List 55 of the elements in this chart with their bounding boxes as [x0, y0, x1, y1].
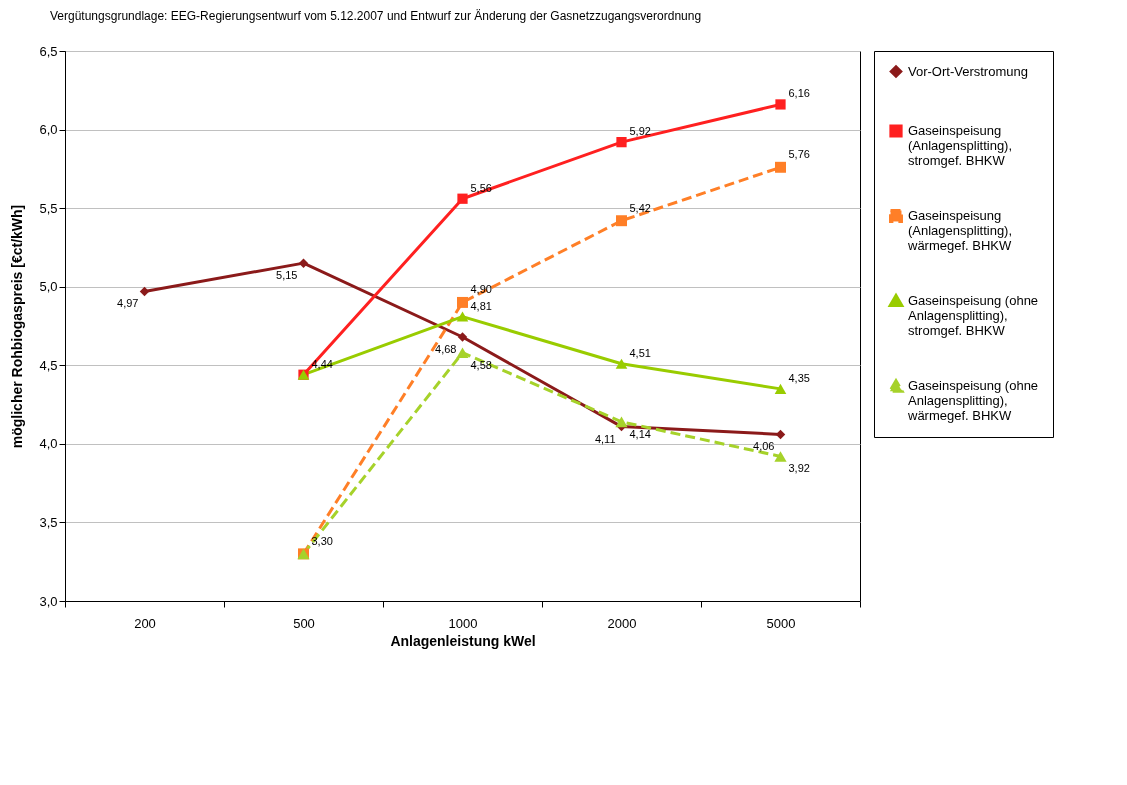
data-label: 3,92 [788, 462, 810, 475]
data-label: 4,14 [629, 427, 651, 440]
point [457, 332, 468, 342]
y-tick-label: 4,0 [39, 436, 58, 452]
point [456, 347, 469, 359]
y-axis-title: möglicher Rohbiogaspreis [€ct/kWh] [9, 204, 26, 449]
point [139, 286, 150, 297]
data-label: 4,06 [753, 440, 775, 453]
legend-label: Vor-Ort-Verstromung [908, 63, 1028, 79]
data-label: 4,35 [788, 371, 810, 384]
point [615, 416, 628, 428]
data-label: 5,42 [629, 201, 651, 214]
y-tick-label: 5,0 [39, 279, 58, 295]
y-tick-label: 6,5 [39, 43, 58, 59]
point [774, 451, 787, 462]
legend-label: Gaseinspeisung (Anlagensplitting), stromgef. BHKW [908, 123, 1013, 168]
point [456, 311, 469, 322]
point [775, 429, 786, 440]
x-tick-label: 200 [134, 615, 156, 631]
point [774, 383, 787, 394]
data-label: 4,97 [117, 297, 139, 310]
y-tick-label: 6,0 [39, 122, 58, 138]
point [616, 215, 627, 227]
data-label: 4,90 [470, 283, 492, 296]
data-label: 5,15 [276, 269, 298, 282]
legend-label: Gaseinspeisung (ohne Anlagensplitting), stromgef. BHKW [908, 292, 1039, 338]
data-label: 4,51 [629, 346, 651, 359]
data-label: 4,11 [594, 432, 616, 445]
legend-label: Gaseinspeisung (ohne Anlagensplitting), wärmegef. BHKW [907, 378, 1039, 423]
x-tick-label: 5000 [766, 615, 796, 631]
data-label: 4,81 [470, 299, 492, 312]
point [457, 296, 468, 308]
data-label: 4,68 [435, 343, 457, 355]
y-tick-label: 3,5 [39, 514, 58, 530]
point [457, 193, 468, 204]
point [775, 161, 786, 173]
x-tick-label: 1000 [448, 615, 478, 631]
point [775, 99, 786, 110]
point [615, 358, 628, 369]
data-label: 5,92 [629, 125, 651, 138]
x-axis-title: Anlagenleistung kWel [390, 632, 536, 649]
x-tick-label: 500 [293, 615, 315, 631]
chart-title: Vergütungsgrundlage: EEG-Regierungsentwurf vom 5.12.2007 und Entwurf zur Änderung der Gasnetzzugangsverordnung [50, 9, 702, 23]
y-tick-label: 4,5 [39, 357, 58, 373]
data-label: 5,56 [470, 181, 492, 194]
point [616, 137, 627, 148]
point [298, 258, 309, 268]
y-tick-label: 5,5 [39, 200, 58, 216]
x-tick-label: 2000 [607, 615, 637, 631]
data-label: 4,58 [470, 358, 492, 371]
legend-label: Gaseinspeisung (Anlagensplitting), wärmegef. BHKW [907, 208, 1013, 253]
data-label: 3,30 [311, 534, 333, 547]
data-label: 6,16 [788, 87, 810, 100]
data-label: 5,76 [788, 148, 810, 161]
y-tick-label: 3,0 [39, 593, 58, 609]
